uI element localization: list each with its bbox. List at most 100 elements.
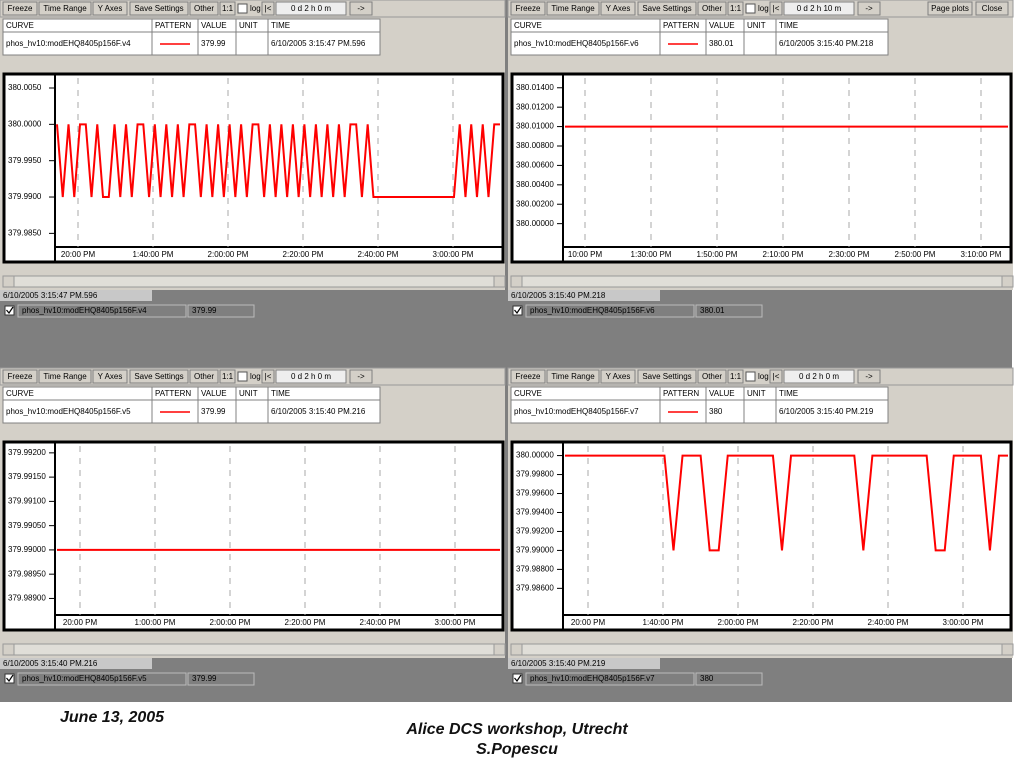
- toolbar-button[interactable]: [219, 1, 236, 16]
- legend-checkbox[interactable]: [512, 305, 523, 316]
- scrollbar[interactable]: [510, 643, 1014, 656]
- nav-control[interactable]: [261, 1, 275, 16]
- y-tick-label: 380.01200: [516, 102, 554, 111]
- scrollbar[interactable]: [2, 643, 506, 656]
- log-label: log: [758, 4, 769, 13]
- toolbar-button[interactable]: [546, 369, 600, 384]
- scrollbar[interactable]: [2, 275, 506, 288]
- log-checkbox[interactable]: [745, 371, 756, 382]
- plot-frame: [2, 72, 505, 264]
- toolbar-button-label: Time Range: [551, 372, 595, 381]
- table-header: UNIT: [747, 389, 766, 398]
- nav-control[interactable]: [275, 369, 347, 384]
- scroll-right[interactable]: [1001, 643, 1014, 656]
- table-time: 6/10/2005 3:15:40 PM.218: [779, 39, 874, 48]
- toolbar-button[interactable]: [189, 1, 219, 16]
- scrollbar[interactable]: [510, 275, 1014, 288]
- scroll-right[interactable]: [1001, 275, 1014, 288]
- toolbar-button[interactable]: [2, 369, 38, 384]
- window-button[interactable]: [975, 1, 1009, 16]
- x-tick-label: 3:00:00 PM: [435, 618, 476, 627]
- toolbar-button[interactable]: [129, 369, 189, 384]
- trend-panel: Freeze Time Range Y Axes Save Settings Other…: [507, 0, 1014, 318]
- scroll-left[interactable]: [2, 275, 15, 288]
- nav-control[interactable]: [275, 1, 347, 16]
- trend-panel: Freeze Time Range Y Axes Save Settings Other…: [0, 367, 506, 686]
- scroll-left[interactable]: [2, 643, 15, 656]
- toolbar-button[interactable]: [129, 1, 189, 16]
- toolbar-button[interactable]: [546, 1, 600, 16]
- y-tick-label: 379.99600: [516, 489, 554, 498]
- toolbar-button[interactable]: [510, 1, 546, 16]
- nav-control[interactable]: [783, 369, 855, 384]
- toolbar-button[interactable]: [727, 1, 744, 16]
- log-checkbox[interactable]: [745, 3, 756, 14]
- toolbar-button[interactable]: [92, 1, 128, 16]
- x-tick-label: 1:40:00 PM: [133, 250, 174, 259]
- table-curve: phos_hv10:modEHQ8405p156F.v6: [514, 39, 639, 48]
- log-checkbox[interactable]: [237, 371, 248, 382]
- toolbar-button[interactable]: [38, 369, 92, 384]
- table-header: VALUE: [709, 389, 735, 398]
- table-header: VALUE: [201, 389, 227, 398]
- nav-control[interactable]: [769, 369, 783, 384]
- table-header: CURVE: [514, 21, 542, 30]
- x-tick-label: 2:50:00 PM: [895, 250, 936, 259]
- x-tick-label: 2:20:00 PM: [283, 250, 324, 259]
- legend-value-box: [695, 304, 763, 318]
- nav-control[interactable]: [857, 1, 881, 16]
- toolbar-button[interactable]: [219, 369, 236, 384]
- y-tick-label: 379.9900: [8, 192, 42, 201]
- toolbar-button[interactable]: [697, 1, 727, 16]
- toolbar-button[interactable]: [600, 369, 636, 384]
- footer-date: June 13, 2005: [60, 709, 165, 726]
- toolbar-button-label: Freeze: [516, 4, 541, 13]
- legend-check: [514, 306, 522, 315]
- toolbar-button[interactable]: [637, 1, 697, 16]
- window-button[interactable]: [927, 1, 973, 16]
- legend-check: [6, 306, 14, 315]
- y-tick-label: 380.00600: [516, 161, 554, 170]
- toolbar-button[interactable]: [600, 1, 636, 16]
- scroll-left[interactable]: [510, 275, 523, 288]
- toolbar-button[interactable]: [510, 369, 546, 384]
- log-checkbox[interactable]: [237, 3, 248, 14]
- nav-control[interactable]: [261, 369, 275, 384]
- scroll-left[interactable]: [510, 643, 523, 656]
- nav-control[interactable]: [857, 369, 881, 384]
- nav-control[interactable]: [349, 1, 373, 16]
- legend-value-box: [695, 672, 763, 686]
- x-tick-label: 2:00:00 PM: [718, 618, 759, 627]
- y-tick-label: 380.01000: [516, 122, 554, 131]
- toolbar-button[interactable]: [92, 369, 128, 384]
- x-tick-label: 2:40:00 PM: [358, 250, 399, 259]
- x-tick-label: 2:00:00 PM: [210, 618, 251, 627]
- legend-name: phos_hv10:modEHQ8405p156F.v4: [22, 306, 147, 315]
- plot-frame: [2, 440, 505, 632]
- legend-checkbox[interactable]: [4, 305, 15, 316]
- legend-checkbox[interactable]: [512, 673, 523, 684]
- scroll-right[interactable]: [493, 643, 506, 656]
- x-tick-label: 20:00 PM: [63, 618, 98, 627]
- legend-checkbox[interactable]: [4, 673, 15, 684]
- table-header: TIME: [779, 389, 798, 398]
- nav-label: 0 d 2 h 0 m: [291, 372, 331, 381]
- toolbar-button[interactable]: [727, 369, 744, 384]
- x-tick-label: 2:40:00 PM: [360, 618, 401, 627]
- x-tick-label: 3:10:00 PM: [961, 250, 1002, 259]
- toolbar-button[interactable]: [637, 369, 697, 384]
- table-header: UNIT: [239, 389, 258, 398]
- nav-control[interactable]: [783, 1, 855, 16]
- trend-panel: Freeze Time Range Y Axes Save Settings Other…: [0, 0, 506, 318]
- legend-check: [514, 674, 522, 683]
- toolbar-button[interactable]: [2, 1, 38, 16]
- toolbar-button-label: 1:1: [730, 4, 742, 13]
- scroll-right[interactable]: [493, 275, 506, 288]
- y-tick-label: 379.99150: [8, 472, 46, 481]
- toolbar-button[interactable]: [38, 1, 92, 16]
- toolbar-button[interactable]: [697, 369, 727, 384]
- nav-control[interactable]: [349, 369, 373, 384]
- toolbar-button[interactable]: [189, 369, 219, 384]
- nav-control[interactable]: [769, 1, 783, 16]
- nav-label: |<: [265, 4, 272, 13]
